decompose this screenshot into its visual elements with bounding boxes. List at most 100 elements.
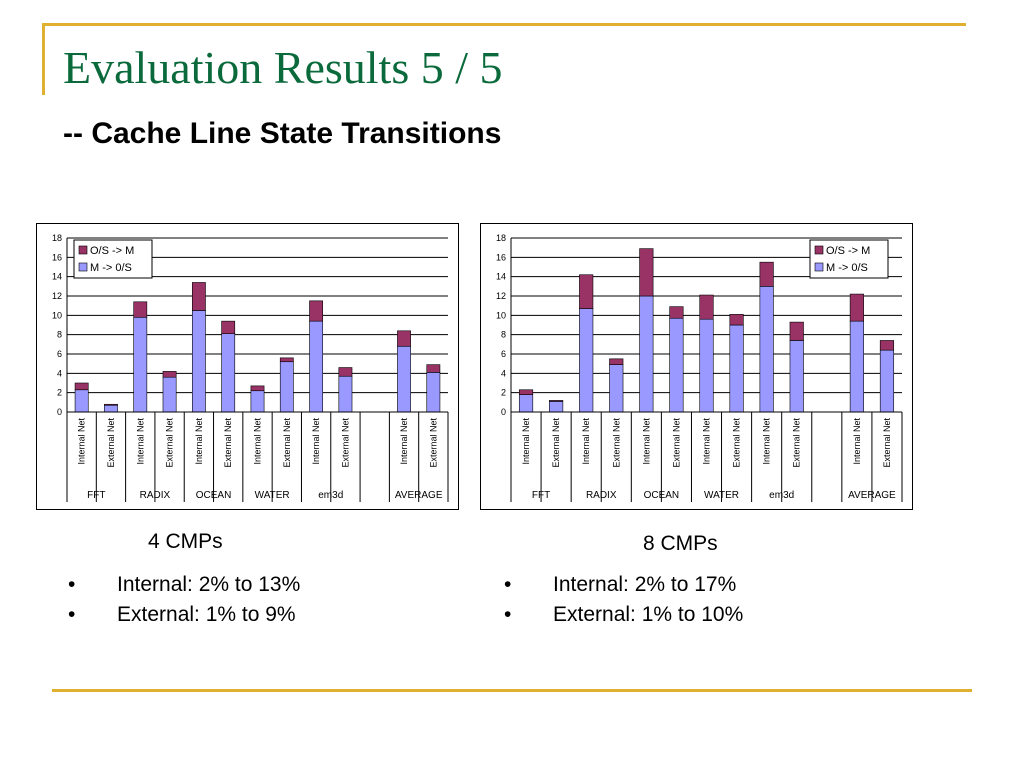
y-tick-label: 10 [496, 310, 506, 320]
x-category-label: External Net [792, 418, 802, 468]
bullet-text: Internal: 2% to 17% [553, 573, 737, 596]
bar-os-to-m [518, 389, 534, 395]
y-tick-label: 8 [501, 330, 506, 340]
accent-rule-bottom [52, 689, 972, 692]
x-category-label: External Net [282, 418, 292, 468]
chart-8-cmps: 0 2 4 6 8 10 12 14 16 18 Internal Net External Net I… [480, 223, 913, 510]
bullet-text: External: 1% to 10% [553, 603, 744, 626]
accent-rule-vertical [42, 23, 45, 95]
bar-os-to-m [191, 282, 206, 311]
legend: O/S -> M M -> 0/S [73, 239, 153, 279]
slide-subtitle: -- Cache Line State Transitions [63, 117, 502, 150]
bar-os-to-m [639, 248, 654, 297]
y-tick-label: 12 [496, 291, 506, 301]
bar-m-to-os [397, 345, 411, 413]
x-group-label: AVERAGE [848, 490, 896, 501]
bar-m-to-os [699, 318, 714, 413]
bar-os-to-m [74, 382, 89, 391]
bar-os-to-m [669, 306, 684, 319]
bar-m-to-os [133, 316, 148, 413]
bar-os-to-m [609, 358, 624, 365]
bar-os-to-m [338, 367, 353, 377]
legend-label-m-to-os: M -> 0/S [90, 262, 132, 274]
bullet-text: External: 1% to 9% [117, 603, 296, 626]
x-category-label: External Net [732, 418, 742, 468]
x-group-label: OCEAN [644, 490, 680, 501]
bar-m-to-os [279, 361, 294, 413]
x-category-label: Internal Net [77, 418, 87, 465]
x-category-label: Internal Net [521, 418, 531, 465]
legend-swatch-os-to-m [78, 245, 88, 255]
y-tick-label: 4 [57, 368, 62, 378]
bar-os-to-m [849, 293, 864, 322]
x-category-label: External Net [882, 418, 892, 468]
bar-os-to-m [579, 274, 594, 309]
bar-m-to-os [74, 389, 89, 413]
bar-m-to-os [849, 320, 864, 413]
chart-svg: 0 2 4 6 8 10 12 14 16 18 Internal Net External Net I… [52, 233, 449, 502]
caption-8-cmps: 8 CMPs [643, 532, 718, 555]
x-group-label: FFT [532, 490, 550, 501]
bar-m-to-os [191, 310, 206, 413]
bar-os-to-m [789, 321, 804, 341]
bar-os-to-m [104, 403, 118, 406]
bar-m-to-os [789, 340, 804, 413]
x-category-label: Internal Net [311, 418, 321, 465]
y-tick-label: 6 [501, 349, 506, 359]
x-category-label: Internal Net [852, 418, 862, 465]
bar-os-to-m [133, 301, 148, 318]
bar-m-to-os [338, 375, 353, 413]
legend-label-os-to-m: O/S -> M [826, 245, 870, 257]
x-category-label: External Net [165, 418, 175, 468]
x-group-label: AVERAGE [395, 490, 443, 501]
bullet-text: Internal: 2% to 13% [117, 573, 301, 596]
bullet-dot-icon: • [68, 603, 76, 626]
x-category-label: External Net [340, 418, 350, 468]
accent-rule-top [42, 23, 966, 26]
bar-m-to-os [579, 308, 594, 413]
legend-label-os-to-m: O/S -> M [90, 245, 134, 257]
x-category-label: Internal Net [641, 418, 651, 465]
bar-os-to-m [879, 340, 895, 351]
chart-svg: 0 2 4 6 8 10 12 14 16 18 Internal Net External Net I… [496, 233, 903, 502]
x-group-label: OCEAN [196, 490, 232, 501]
x-group-label: em3d [769, 490, 794, 501]
x-category-label: External Net [671, 418, 681, 468]
legend-swatch-os-to-m [814, 245, 824, 255]
y-tick-label: 0 [57, 407, 62, 417]
y-tick-label: 2 [57, 388, 62, 398]
y-tick-label: 16 [496, 252, 506, 262]
bar-m-to-os [609, 364, 624, 413]
bar-os-to-m [279, 357, 294, 363]
y-tick-label: 18 [52, 233, 62, 243]
bar-os-to-m [221, 320, 236, 334]
x-category-label: External Net [611, 418, 621, 468]
bar-os-to-m [397, 330, 411, 347]
bar-os-to-m [309, 300, 324, 322]
bar-m-to-os [221, 333, 236, 413]
x-category-label: External Net [551, 418, 561, 468]
y-tick-label: 6 [57, 349, 62, 359]
bar-os-to-m [549, 400, 564, 402]
x-category-label: External Net [428, 418, 438, 468]
x-group-label: RADIX [140, 490, 171, 501]
y-tick-label: 16 [52, 252, 62, 262]
legend-swatch-m-to-os [78, 262, 88, 272]
x-category-label: Internal Net [581, 418, 591, 465]
legend-label-m-to-os: M -> 0/S [826, 262, 868, 274]
bar-m-to-os [759, 286, 774, 413]
bar-m-to-os [309, 320, 324, 413]
x-group-label: RADIX [586, 490, 617, 501]
legend-swatch-m-to-os [814, 262, 824, 272]
legend: O/S -> M M -> 0/S [809, 239, 889, 279]
bar-m-to-os [518, 394, 534, 413]
bar-os-to-m [759, 261, 774, 287]
y-tick-label: 2 [501, 388, 506, 398]
bar-m-to-os [250, 390, 265, 413]
y-tick-label: 12 [52, 291, 62, 301]
x-category-label: External Net [106, 418, 116, 468]
y-tick-label: 8 [57, 330, 62, 340]
x-category-label: Internal Net [702, 418, 712, 465]
y-tick-label: 4 [501, 368, 506, 378]
x-category-label: Internal Net [135, 418, 145, 465]
